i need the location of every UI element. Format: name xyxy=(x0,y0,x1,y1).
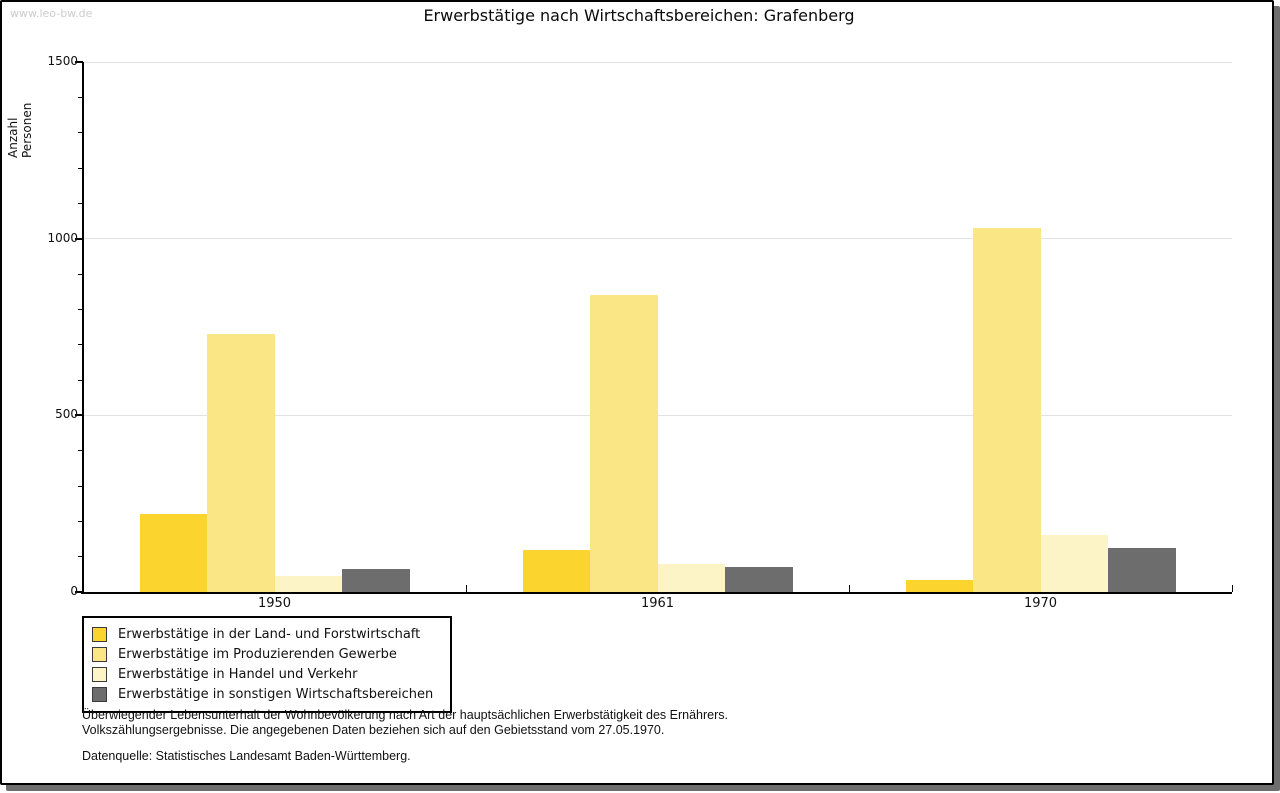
chart-title: Erwerbstätige nach Wirtschaftsbereichen:… xyxy=(423,6,855,25)
legend-swatch-icon xyxy=(92,646,107,662)
bar-1950-series2 xyxy=(207,334,275,592)
y-axis-major-tick xyxy=(75,414,83,417)
footnotes: Überwiegender Lebensunterhalt der Wohnbe… xyxy=(82,708,728,764)
y-axis-major-tick xyxy=(75,237,83,240)
y-axis-minor-tick xyxy=(78,556,83,558)
bar-1970-series4 xyxy=(1108,547,1176,592)
bar-1970-series1 xyxy=(905,579,973,592)
footnote-line: Volkszählungsergebnisse. Die angegebenen… xyxy=(82,722,665,737)
bar-1961-series1 xyxy=(522,549,590,592)
x-axis-category-label: 1970 xyxy=(1023,596,1058,611)
y-axis-minor-tick xyxy=(78,379,83,381)
y-axis-minor-tick xyxy=(78,167,83,169)
bar-1961-series3 xyxy=(657,563,725,592)
legend-row: Erwerbstätige im Produzierenden Gewerbe xyxy=(84,644,450,664)
y-axis-minor-tick xyxy=(78,485,83,487)
y-axis-major-tick xyxy=(75,591,83,593)
y-axis-minor-tick xyxy=(78,132,83,134)
y-axis-minor-tick xyxy=(78,450,83,452)
bar-1970-series2 xyxy=(973,228,1041,592)
y-axis-major-tick xyxy=(75,61,83,63)
legend-swatch-icon xyxy=(92,686,107,702)
legend-row: Erwerbstätige in der Land- und Forstwirt… xyxy=(84,624,450,644)
y-axis-tick-label: 1000 xyxy=(47,230,78,245)
x-axis-line xyxy=(81,592,1232,594)
legend-swatch-icon xyxy=(92,666,107,682)
x-axis-boundary-tick xyxy=(1231,585,1233,592)
y-gridline xyxy=(83,238,1232,240)
x-axis-category-label: 1961 xyxy=(640,596,675,611)
footnote-source: Datenquelle: Statistisches Landesamt Bad… xyxy=(82,749,411,763)
bar-1950-series4 xyxy=(342,569,410,592)
y-axis-tick-label: 1500 xyxy=(47,54,78,68)
y-axis-line xyxy=(82,62,84,592)
legend-row: Erwerbstätige in sonstigen Wirtschaftsbe… xyxy=(84,684,450,704)
bar-1961-series4 xyxy=(725,567,793,592)
legend-label: Erwerbstätige im Produzierenden Gewerbe xyxy=(118,646,397,662)
bar-1970-series3 xyxy=(1040,535,1108,592)
y-axis-minor-tick xyxy=(78,308,83,310)
x-axis-boundary-tick xyxy=(465,585,467,592)
x-axis-boundary-tick xyxy=(848,585,850,592)
footnote-line: Überwiegender Lebensunterhalt der Wohnbe… xyxy=(82,708,728,722)
legend-row: Erwerbstätige in Handel und Verkehr xyxy=(84,664,450,684)
y-axis-tick-label: 0 xyxy=(70,584,78,598)
legend-box: Erwerbstätige in der Land- und Forstwirt… xyxy=(82,616,452,713)
bar-1961-series2 xyxy=(590,295,658,592)
y-axis-minor-tick xyxy=(78,520,83,522)
bar-1950-series3 xyxy=(274,576,342,592)
y-axis-tick-label: 500 xyxy=(55,407,78,422)
y-axis-minor-tick xyxy=(78,273,83,275)
y-axis-minor-tick xyxy=(78,202,83,204)
y-gridline xyxy=(83,414,1232,416)
bar-1950-series1 xyxy=(139,514,207,592)
legend-label: Erwerbstätige in sonstigen Wirtschaftsbe… xyxy=(118,686,434,702)
x-axis-category-label: 1950 xyxy=(257,596,292,611)
y-gridline xyxy=(83,61,1232,63)
legend-swatch-icon xyxy=(92,626,107,642)
legend-label: Erwerbstätige in Handel und Verkehr xyxy=(118,666,358,682)
y-axis-minor-tick xyxy=(78,96,83,98)
legend-label: Erwerbstätige in der Land- und Forstwirt… xyxy=(118,626,421,642)
y-axis-minor-tick xyxy=(78,344,83,346)
watermark: www.leo-bw.de xyxy=(10,7,93,20)
